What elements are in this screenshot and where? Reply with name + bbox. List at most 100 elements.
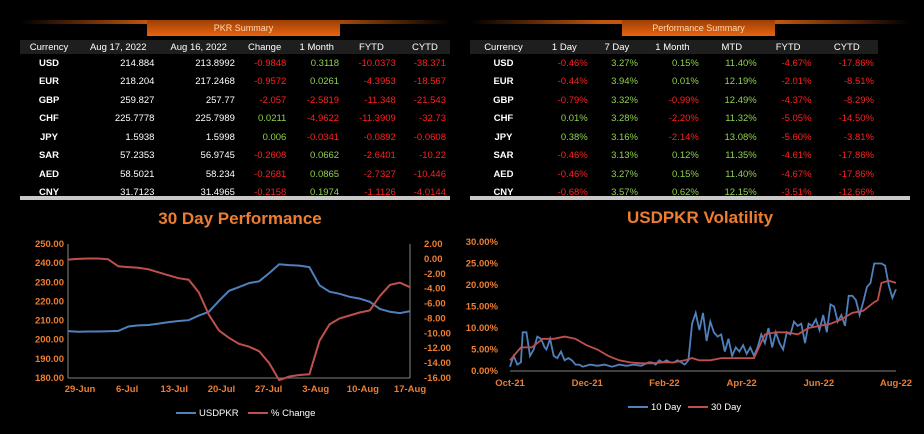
pkr-currency-cell: CNY [38,187,60,199]
perf-value-cell: -2.01% [781,76,812,88]
perf-value-cell: -4.67% [781,57,812,69]
series-line-30-day [509,279,897,365]
pkr-currency-cell: JPY [40,131,58,143]
y-tick-label-right: -16.00 [424,373,451,384]
perf-value-cell: 0.62% [671,187,699,199]
perf-col-header: 1 Day [536,40,592,54]
series-line-10-day [509,262,897,368]
y-tick-label-right: -2.00 [424,269,446,280]
perf-row: EUR -0.44% 3.94% 0.01% 12.19% -2.01% -8.51% [470,73,878,92]
perf-value-cell: 11.32% [725,113,757,125]
pkr-col-header: Change [238,40,291,54]
pkr-currency-cell: GBP [38,94,60,106]
pkr-value-cell: 31.7123 [120,187,155,199]
pkr-value-cell: -11.3909 [359,113,396,125]
perf-row: SAR -0.46% 3.13% 0.12% 11.35% -4.61% -17.86% [470,147,878,166]
pkr-value-cell: -0.0608 [413,131,446,143]
y-tick-label-right: -14.00 [424,358,451,369]
perf-value-cell: -0.44% [557,76,588,88]
pkr-value-cell: -0.2608 [254,150,287,162]
perf-value-cell: 12.19% [724,76,757,88]
pkr-value-cell: 56.9745 [200,150,235,162]
y-tick-label-left: 180.00 [35,373,64,384]
perf-value-cell: 0.01% [560,113,588,125]
perf-value-cell: 3.27% [611,57,638,69]
x-tick-label: 17-Aug [394,384,426,395]
pkr-value-cell: 225.7989 [195,113,235,125]
x-tick-label: Jun-22 [803,378,834,389]
perf-currency-cell: SAR [493,150,514,162]
legend-label-30-day: 30 Day [711,402,741,413]
perf-value-cell: -5.60% [781,131,812,143]
y-tick-label-left: 220.00 [35,296,64,307]
legend-label-10-day: 10 Day [651,402,681,413]
x-tick-label: 20-Jul [208,384,235,395]
pkr-value-cell: -4.3953 [363,76,396,88]
perf-currency-cell: AED [493,168,514,180]
perf-value-cell: -0.46% [557,168,588,180]
x-tick-label: 13-Jul [161,384,188,395]
perf-value-cell: -8.51% [843,76,874,88]
perf-currency-cell: CNY [493,187,514,199]
y-tick-label: 30.00% [466,237,499,248]
perf-value-cell: -4.61% [781,150,812,162]
perf-row: CHF 0.01% 3.28% -2.20% 11.32% -5.05% -14.50% [470,110,878,129]
right-separator [470,196,910,200]
pkr-value-cell: -2.5819 [306,94,340,106]
perf-value-cell: -4.37% [781,94,812,106]
perf-value-cell: 3.57% [611,187,638,199]
perf-row: CNY -0.68% 3.57% 0.62% 12.15% -3.51% -12.66% [470,184,878,203]
perf-currency-cell: GBP [493,94,514,106]
pkr-col-header: Aug 16, 2022 [158,40,239,54]
series-line-usdpkr [67,263,411,333]
pkr-row: GBP 259.827 257.77 -2.057 -2.5819 -11.348 -21.… [20,91,450,110]
y-tick-label-right: -4.00 [424,284,446,295]
pkr-currency-cell: CHF [39,113,59,125]
pkr-value-cell: -11.348 [364,94,396,106]
pkr-col-header: 1 Month [290,40,344,54]
perf-value-cell: -17.86% [838,150,874,162]
perf-value-cell: -0.46% [557,150,588,162]
pkr-value-cell: 0.0662 [310,150,340,162]
pkr-value-cell: -0.9572 [254,76,287,88]
x-tick-label: 10-Aug [347,384,379,395]
pkr-value-cell: 57.2353 [120,150,155,162]
y-tick-label-left: 240.00 [35,258,64,269]
perf-value-cell: 3.16% [611,131,638,143]
perf-value-cell: 13.08% [724,131,757,143]
performance-summary-table: Currency 1 Day 7 Day 1 Month MTD FYTD CYTD USD… [470,40,878,202]
y-tick-label: 25.00% [466,259,499,270]
series-line-pct-change [67,257,411,382]
y-tick-label: 20.00% [466,280,499,291]
y-tick-label-left: 190.00 [35,354,64,365]
y-tick-label-right: 0.00 [424,254,443,265]
perf-value-cell: -0.79% [557,94,588,106]
pkr-currency-cell: USD [38,57,60,69]
pkr-value-cell: -4.9622 [306,113,340,125]
perf-col-header: MTD [702,40,761,54]
perf-value-cell: 3.27% [611,168,638,180]
perf-value-cell: -0.46% [557,57,588,69]
pkr-value-cell: 0.0261 [310,76,340,88]
legend-label-pct-change: % Change [271,408,315,419]
x-tick-label: 6-Jul [116,384,138,395]
pkr-value-cell: -38.371 [413,57,446,69]
perf-value-cell: 3.32% [611,94,638,106]
performance-summary-header-row: Currency 1 Day 7 Day 1 Month MTD FYTD CYTD [470,40,878,54]
pkr-value-cell: 1.5938 [125,131,155,143]
pkr-value-cell: -10.446 [413,168,446,180]
chart-title-volatility: USDPKR Volatility [626,208,774,227]
perf-row: AED -0.46% 3.27% 0.15% 11.40% -4.67% -17.86% [470,165,878,184]
pkr-value-cell: -0.2681 [254,168,287,180]
perf-col-header: FYTD [760,40,816,54]
pkr-row: EUR 218.204 217.2468 -0.9572 0.0261 -4.3953 -1… [20,73,450,92]
pkr-value-cell: 0.1974 [310,187,340,199]
perf-value-cell: -5.05% [781,113,812,125]
y-tick-label: 0.00% [471,366,498,377]
perf-value-cell: 12.49% [724,94,757,106]
perf-value-cell: 11.40% [725,168,757,180]
pkr-summary-table: Currency Aug 17, 2022 Aug 16, 2022 Change 1 … [20,40,450,202]
perf-value-cell: -17.86% [838,57,874,69]
perf-value-cell: 0.01% [671,76,699,88]
